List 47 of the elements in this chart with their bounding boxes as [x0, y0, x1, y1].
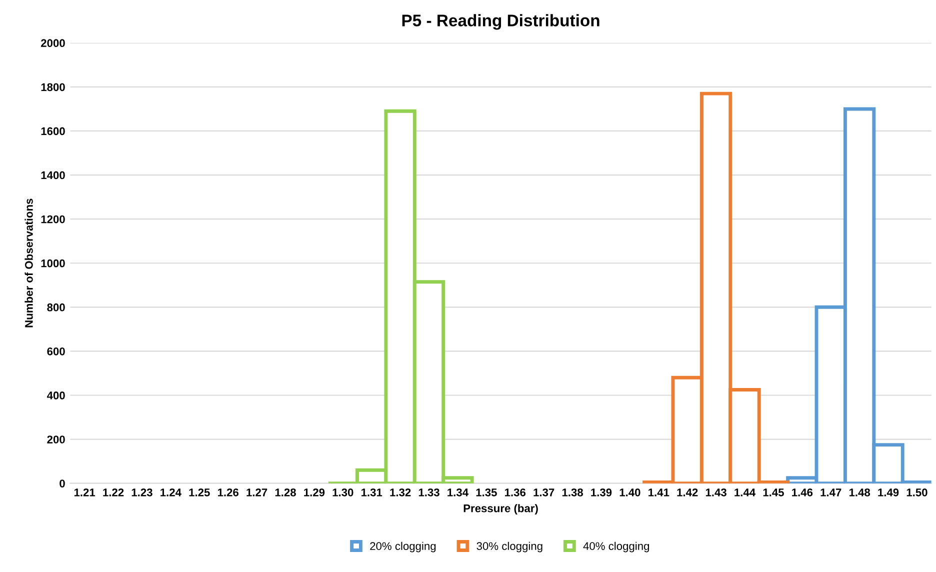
y-tick-label: 1800	[41, 83, 65, 92]
y-tick-label: 600	[47, 347, 65, 356]
y-tick-label: 1200	[41, 215, 65, 224]
x-tick-label: 1.47	[820, 488, 842, 496]
y-tick-label: 200	[47, 436, 65, 444]
legend-label: 20% clogging	[370, 542, 436, 552]
legend-label: 30% clogging	[476, 542, 542, 552]
x-tick-label: 1.29	[304, 488, 325, 496]
x-tick-label: 1.36	[505, 488, 526, 496]
x-tick-label: 1.22	[103, 488, 124, 496]
x-tick-label: 1.44	[734, 488, 756, 496]
y-tick-label: 800	[47, 303, 65, 312]
x-tick-label: 1.35	[476, 488, 497, 496]
x-tick-label: 1.33	[418, 488, 440, 496]
x-tick-label: 1.45	[763, 488, 784, 496]
x-tick-label: 1.21	[74, 488, 96, 496]
x-tick-label: 1.42	[677, 488, 698, 496]
x-tick-label: 1.28	[275, 488, 296, 496]
y-tick-label: 400	[46, 392, 65, 400]
y-tick-label: 2000	[41, 39, 65, 48]
x-tick-label: 1.34	[448, 488, 468, 496]
x-tick-label: 1.46	[792, 488, 813, 496]
x-tick-label: 1.38	[562, 488, 583, 496]
x-tick-label: 1.31	[361, 488, 382, 496]
x-tick-label: 1.25	[189, 488, 210, 496]
x-tick-label: 1.24	[160, 488, 182, 496]
x-tick-label: 1.23	[132, 488, 152, 496]
x-tick-label: 1.32	[390, 488, 411, 496]
x-tick-label: 1.27	[246, 488, 268, 496]
y-tick-label: 1600	[41, 127, 65, 136]
x-tick-label: 1.41	[648, 488, 670, 496]
x-tick-label: 1.40	[620, 488, 640, 496]
y-tick-label: 1400	[41, 171, 65, 180]
x-tick-label: 1.30	[332, 488, 354, 496]
legend-label: 40% clogging	[583, 542, 650, 552]
y-axis-title: Number of Observations	[24, 198, 33, 328]
x-tick-label: 1.26	[218, 488, 238, 496]
y-tick-label: 1000	[41, 259, 65, 268]
y-tick-label: 0	[60, 480, 65, 488]
x-tick-label: 1.37	[534, 488, 554, 496]
x-tick-label: 1.39	[591, 488, 612, 496]
chart-title: P5 - Reading Distribution	[402, 14, 600, 30]
x-tick-label: 1.50	[906, 488, 928, 496]
x-axis-title: Pressure (bar)	[464, 504, 538, 514]
x-tick-label: 1.49	[878, 488, 899, 496]
x-tick-label: 1.43	[706, 488, 726, 496]
x-tick-label: 1.48	[849, 488, 870, 496]
